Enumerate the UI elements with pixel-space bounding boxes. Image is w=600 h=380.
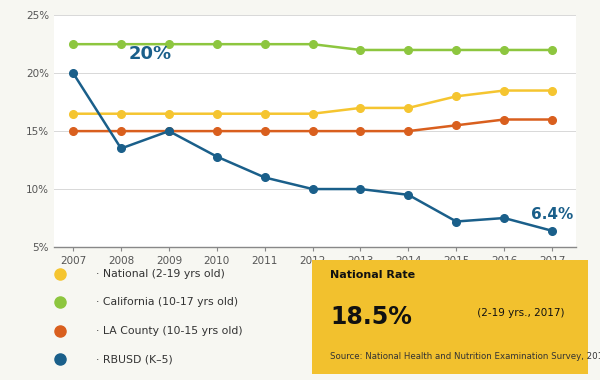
Text: 18.5%: 18.5% bbox=[330, 305, 412, 329]
Text: 20%: 20% bbox=[128, 45, 172, 63]
Text: · National (2-19 yrs old): · National (2-19 yrs old) bbox=[96, 269, 225, 279]
Text: (2-19 yrs., 2017): (2-19 yrs., 2017) bbox=[474, 308, 565, 318]
Text: National Rate: National Rate bbox=[330, 270, 415, 280]
Text: · LA County (10-15 yrs old): · LA County (10-15 yrs old) bbox=[96, 326, 242, 336]
Text: · RBUSD (K–5): · RBUSD (K–5) bbox=[96, 354, 173, 364]
Text: · California (10-17 yrs old): · California (10-17 yrs old) bbox=[96, 298, 238, 307]
FancyBboxPatch shape bbox=[312, 260, 588, 374]
Text: 6.4%: 6.4% bbox=[530, 206, 573, 222]
Text: Source: National Health and Nutrition Examination Survey, 2016: Source: National Health and Nutrition Ex… bbox=[330, 352, 600, 361]
